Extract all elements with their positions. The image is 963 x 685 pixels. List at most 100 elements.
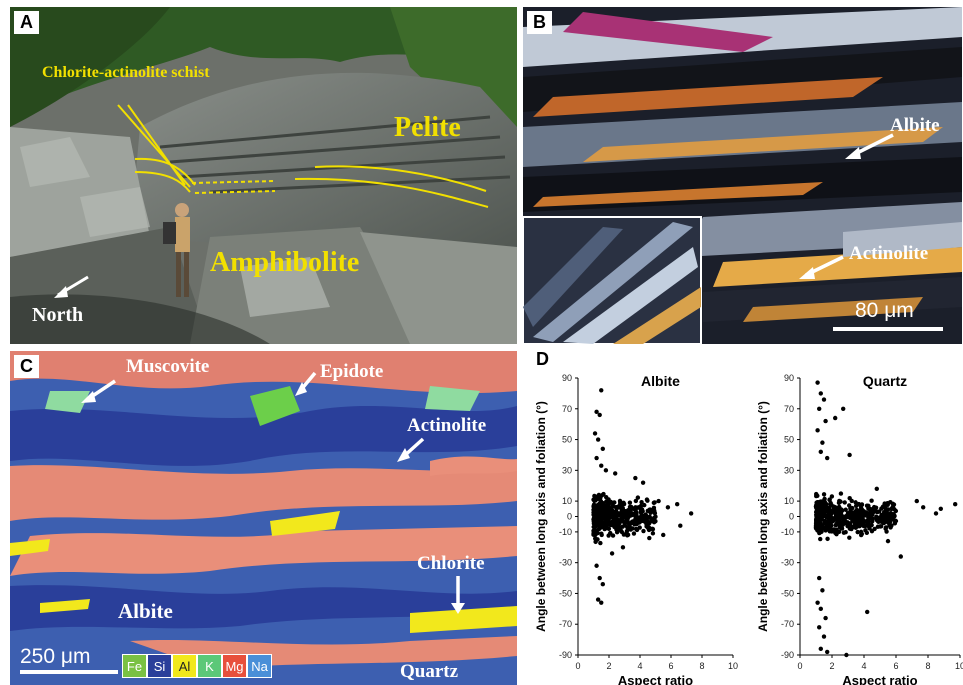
albite-data-point <box>603 468 609 473</box>
quartz-data-point <box>843 530 848 535</box>
quartz-data-point <box>815 600 820 605</box>
albite-data-point <box>613 514 619 519</box>
quartz-data-point <box>817 521 823 526</box>
quartz-data-point <box>890 517 895 522</box>
quartz-data-point <box>869 498 874 503</box>
quartz-data-point <box>814 502 819 508</box>
quartz-data-point <box>938 506 943 512</box>
quartz-data-point <box>830 517 835 522</box>
albite-y-tick-label: 10 <box>562 496 572 506</box>
panel-b-micrograph: B Albite Actinolite 80 μm <box>523 7 962 344</box>
albite-data-point <box>634 514 640 519</box>
albite-data-point <box>642 502 647 508</box>
albite-data-point <box>600 446 605 451</box>
albite-data-point <box>650 531 656 536</box>
quartz-x-tick-label: 0 <box>797 661 802 671</box>
quartz-data-point <box>921 505 926 510</box>
quartz-data-point <box>817 406 822 411</box>
albite-data-point <box>641 528 646 534</box>
quartz-data-point <box>816 509 822 515</box>
albite-y-tick-label: -30 <box>559 558 572 568</box>
quartz-data-point <box>864 510 869 515</box>
quartz-data-point <box>953 501 958 507</box>
albite-y-tick-label: 0 <box>567 512 572 522</box>
albite-data-point <box>639 499 644 505</box>
albite-data-point <box>640 513 645 519</box>
albite-data-point <box>600 502 605 507</box>
quartz-y-tick-label: -70 <box>781 619 794 629</box>
panel-label-c: C <box>14 355 39 378</box>
albite-x-tick-label: 8 <box>699 661 704 671</box>
quartz-data-point <box>851 513 857 518</box>
albite-data-point <box>628 508 633 514</box>
quartz-data-point <box>847 535 852 540</box>
albite-data-point <box>647 514 652 519</box>
quartz-data-point <box>914 498 919 504</box>
quartz-x-tick-label: 8 <box>925 661 930 671</box>
albite-data-point <box>604 499 609 504</box>
albite-x-tick-label: 2 <box>606 661 611 671</box>
albite-data-point <box>675 501 680 507</box>
albite-data-point <box>592 431 598 436</box>
albite-data-point <box>644 497 650 502</box>
label-albite-b: Albite <box>890 115 940 136</box>
quartz-x-tick-label: 10 <box>955 661 963 671</box>
albite-data-point <box>665 505 671 510</box>
quartz-data-point <box>883 525 889 530</box>
label-actinolite-b: Actinolite <box>849 243 929 264</box>
quartz-data-point <box>892 507 897 512</box>
albite-data-point <box>622 510 628 515</box>
quartz-data-point <box>881 509 887 515</box>
albite-data-point <box>615 519 621 525</box>
albite-data-point <box>656 498 661 504</box>
albite-x-tick-label: 6 <box>668 661 673 671</box>
label-chlorite-actinolite-schist: Chlorite-actinolite schist <box>42 64 210 81</box>
quartz-y-axis-label: Angle between long axis and foliation (°… <box>756 401 770 632</box>
quartz-data-point <box>819 529 824 534</box>
quartz-data-point <box>842 500 847 505</box>
albite-data-point <box>688 511 694 516</box>
quartz-data-point <box>815 380 820 385</box>
quartz-data-point <box>827 497 832 503</box>
quartz-data-point <box>815 527 820 532</box>
albite-data-point <box>678 523 683 528</box>
quartz-data-point <box>890 501 896 507</box>
quartz-y-tick-label: 30 <box>784 465 794 475</box>
quartz-data-point <box>814 516 820 521</box>
quartz-y-tick-label: 10 <box>784 496 794 506</box>
albite-data-point <box>597 412 602 418</box>
albite-data-point <box>651 505 657 511</box>
albite-data-point <box>645 525 651 531</box>
quartz-data-point <box>818 606 823 612</box>
albite-data-point <box>595 437 601 442</box>
albite-data-point <box>636 520 642 525</box>
albite-data-point <box>630 526 635 531</box>
quartz-data-point <box>829 523 834 528</box>
albite-data-point <box>596 518 601 524</box>
quartz-data-point <box>874 486 879 491</box>
quartz-data-point <box>837 498 842 504</box>
albite-data-point <box>594 455 599 461</box>
quartz-data-point <box>836 517 841 523</box>
panel-d-charts: D <box>523 348 963 685</box>
quartz-x-tick-label: 4 <box>861 661 866 671</box>
label-north: North <box>32 304 84 326</box>
albite-data-point <box>592 532 598 537</box>
quartz-data-point <box>819 514 824 519</box>
quartz-data-point <box>823 615 828 621</box>
albite-data-point <box>652 500 657 505</box>
albite-data-point <box>592 496 598 502</box>
quartz-data-point <box>820 499 825 504</box>
geologist-figure <box>163 203 190 297</box>
quartz-data-point <box>870 519 875 524</box>
quartz-data-point <box>818 646 823 652</box>
quartz-data-point <box>859 516 864 521</box>
albite-data-point <box>643 512 648 517</box>
albite-data-point <box>592 510 597 516</box>
albite-data-point <box>609 511 614 517</box>
quartz-data-point <box>823 509 828 514</box>
albite-data-point <box>633 505 638 510</box>
label-quartz: Quartz <box>400 661 459 682</box>
quartz-data-point <box>817 625 822 630</box>
